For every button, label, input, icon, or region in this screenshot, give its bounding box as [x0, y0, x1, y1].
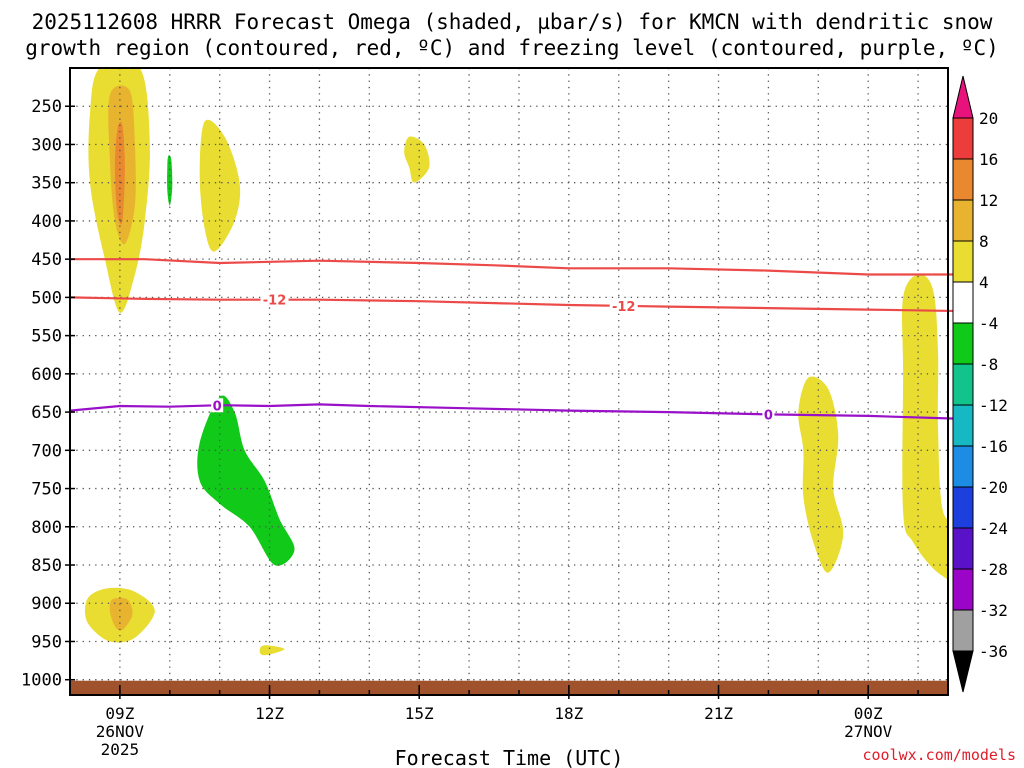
y-tick-label: 400: [31, 212, 62, 232]
colorbar-label: -4: [979, 314, 998, 333]
colorbar-swatch: [952, 281, 974, 324]
x-tick-label: 18Z: [554, 704, 583, 723]
omega-region-10: [259, 645, 285, 656]
colorbar-label: -36: [979, 642, 1008, 661]
colorbar-swatch: [952, 158, 974, 201]
surface-terrain: [70, 680, 948, 695]
contour-label-bg: [211, 398, 224, 413]
y-tick-label: 700: [31, 441, 62, 461]
x-tick-label: 00Z: [854, 704, 883, 723]
y-tick-label: 750: [31, 480, 62, 500]
colorbar-swatch: [952, 445, 974, 488]
x-tick-date: 26NOV: [96, 722, 145, 741]
y-tick-label: 500: [31, 288, 62, 308]
contour-label-bg: [260, 292, 289, 307]
chart-title-line-1: 2025112608 HRRR Forecast Omega (shaded, …: [31, 10, 993, 34]
y-tick-label: 450: [31, 250, 62, 270]
y-tick-label: 350: [31, 174, 62, 194]
omega-region-3: [114, 121, 125, 225]
colorbar-label: -20: [979, 478, 1008, 497]
contour-line-2: [69, 296, 969, 313]
omega-shading: [85, 68, 948, 656]
colorbar-swatch: [952, 240, 974, 283]
contour-line-1: [70, 258, 968, 276]
y-tick-label: 950: [31, 632, 62, 652]
x-tick-label: 09Z: [105, 704, 134, 723]
plot-frame: [69, 67, 949, 696]
y-tick-label: 850: [31, 556, 62, 576]
x-axis-label: Forecast Time (UTC): [395, 746, 624, 768]
colorbar-arrow-bottom: [952, 650, 974, 693]
colorbar-swatch: [952, 322, 974, 365]
colorbar-label: 4: [979, 273, 989, 292]
omega-region-4: [199, 119, 241, 252]
colorbar-swatch: [952, 199, 974, 242]
colorbar-arrow-top: [952, 75, 974, 119]
colorbar-swatch: [952, 404, 974, 447]
y-tick-label: 1000: [21, 671, 62, 691]
colorbar-label: 12: [979, 191, 998, 210]
omega-region-9: [109, 597, 133, 631]
omega-region-5: [167, 155, 173, 206]
colorbar-label: -28: [979, 560, 1008, 579]
y-tick-label: 600: [31, 365, 62, 385]
colorbar-swatch: [952, 527, 974, 570]
colorbar-swatch: [952, 609, 974, 652]
x-tick-label: 21Z: [704, 704, 733, 723]
colorbar-label: 8: [979, 232, 989, 251]
colorbar-swatch: [952, 568, 974, 611]
y-tick-label: 250: [31, 97, 62, 117]
contour-label: -12: [612, 300, 636, 315]
y-tick-label: 300: [31, 135, 62, 155]
colorbar-swatch: [952, 117, 974, 160]
contour-label-bg: [609, 298, 638, 313]
site-credit[interactable]: coolwx.com/models: [862, 746, 1016, 764]
chart-title-line-2: growth region (contoured, red, ºC) and f…: [25, 36, 999, 60]
omega-region-6: [404, 136, 430, 183]
contour-label: 0: [213, 399, 222, 414]
colorbar-label: -16: [979, 437, 1008, 456]
x-tick-label: 15Z: [405, 704, 434, 723]
contour-label: 0: [764, 408, 773, 423]
colorbar-label: -8: [979, 355, 998, 374]
contour-label-bg: [762, 407, 775, 422]
colorbar-label: 16: [979, 150, 998, 169]
x-tick-date: 27NOV: [844, 722, 893, 741]
omega-region-11: [798, 376, 844, 573]
colorbar-label: 20: [979, 109, 998, 128]
omega-region-7: [197, 395, 295, 566]
y-tick-label: 550: [31, 327, 62, 347]
x-tick-year: 2025: [101, 740, 140, 759]
x-tick-label: 12Z: [255, 704, 284, 723]
y-tick-label: 800: [31, 518, 62, 538]
colorbar-swatch: [952, 486, 974, 529]
colorbar-label: -24: [979, 519, 1008, 538]
y-tick-label: 900: [31, 594, 62, 614]
contour-label: -12: [263, 294, 287, 309]
omega-region-12: [901, 274, 948, 580]
colorbar-swatch: [952, 363, 974, 406]
colorbar-label: -32: [979, 601, 1008, 620]
y-tick-label: 650: [31, 403, 62, 423]
colorbar-label: -12: [979, 396, 1008, 415]
